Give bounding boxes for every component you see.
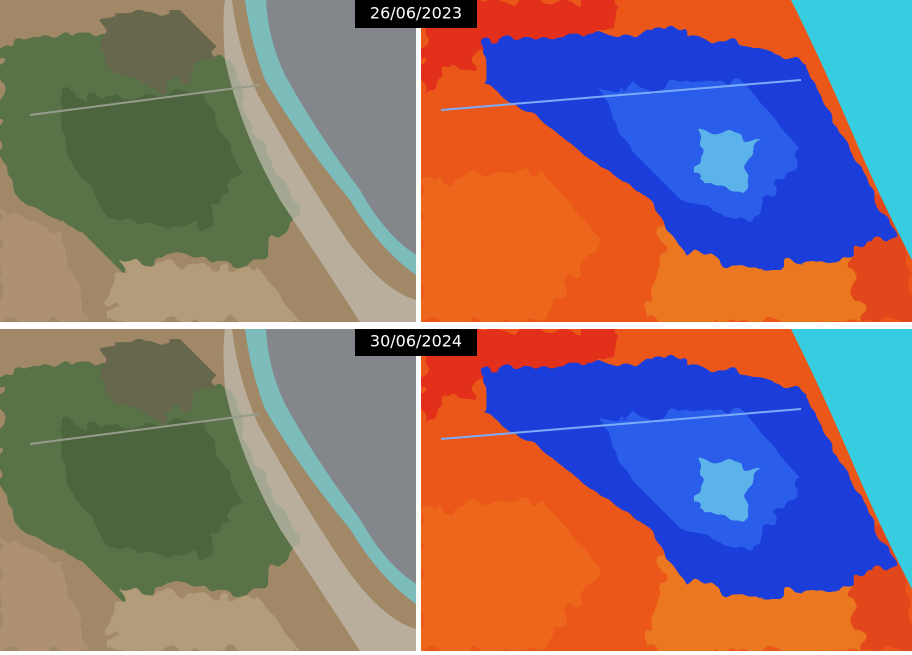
date-label: 30/06/2024: [370, 332, 462, 351]
date-label: 26/06/2023: [370, 4, 462, 23]
index-map: [421, 329, 912, 651]
date-badge: [355, 0, 477, 28]
satellite-image: [0, 329, 416, 651]
index-map: [421, 0, 912, 322]
satellite-image: [0, 0, 416, 322]
date-badge: [355, 329, 477, 356]
